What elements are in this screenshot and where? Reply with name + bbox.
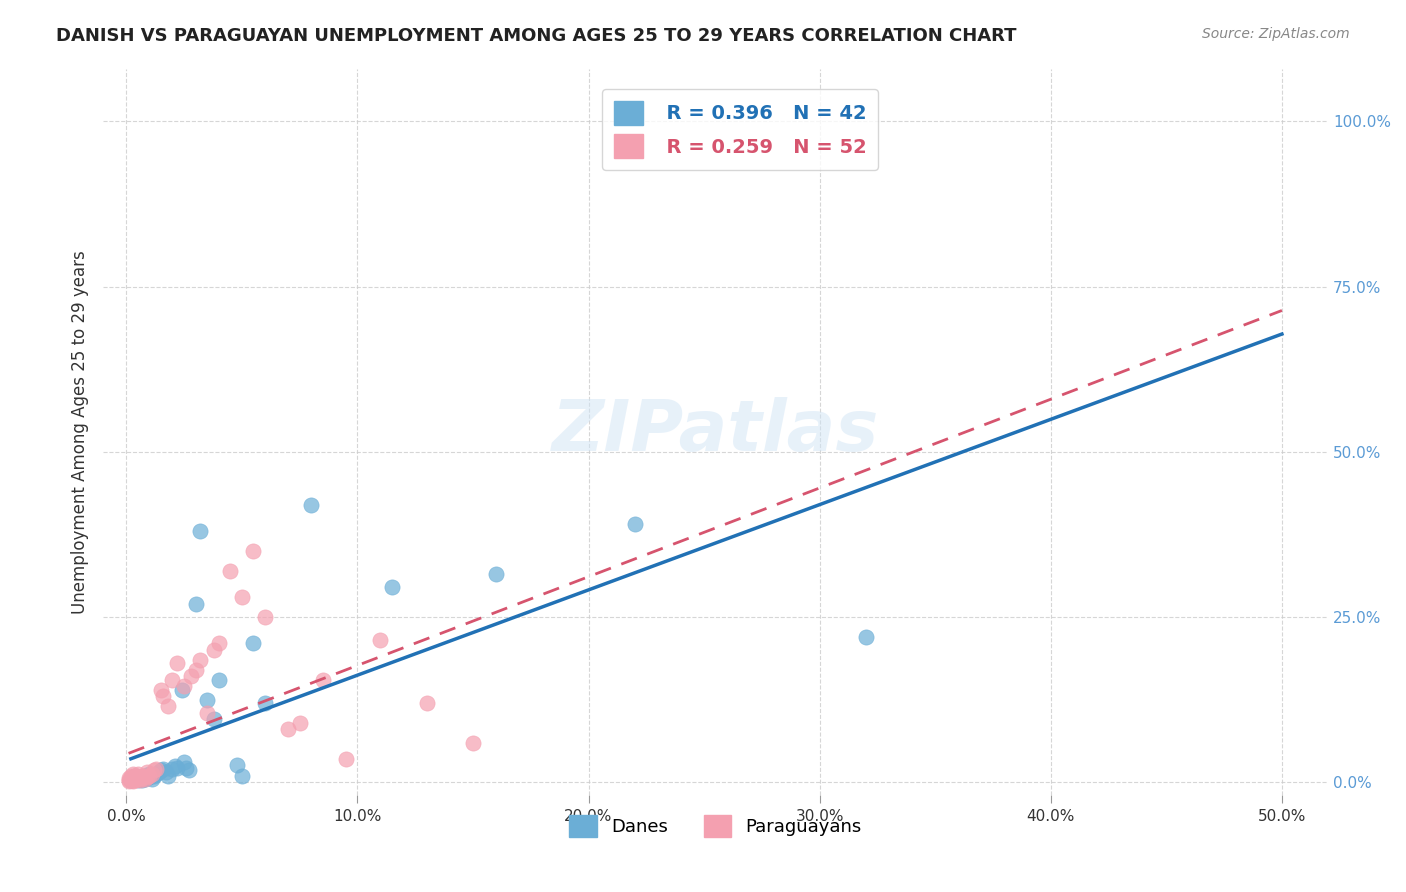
Point [136, 770, 159, 784]
Point [120, 773, 142, 788]
Point [117, 772, 139, 787]
Point [149, 764, 172, 778]
Point [166, 761, 188, 775]
Text: DANISH VS PARAGUAYAN UNEMPLOYMENT AMONG AGES 25 TO 29 YEARS CORRELATION CHART: DANISH VS PARAGUAYAN UNEMPLOYMENT AMONG … [56, 27, 1017, 45]
Point [299, 498, 322, 512]
Point [149, 682, 172, 697]
Point [208, 673, 231, 687]
Point [163, 758, 186, 772]
Point [134, 772, 156, 786]
Point [122, 772, 145, 787]
Point [117, 773, 139, 788]
Point [177, 764, 200, 778]
Point [127, 772, 149, 786]
Point [288, 715, 311, 730]
Point [208, 636, 231, 650]
Point [131, 771, 153, 785]
Text: ZIPatlas: ZIPatlas [553, 398, 879, 467]
Point [124, 768, 146, 782]
Point [277, 723, 299, 737]
Point [173, 679, 195, 693]
Point [335, 752, 357, 766]
Point [136, 765, 159, 780]
Point [127, 771, 149, 785]
Point [242, 544, 264, 558]
Point [134, 772, 156, 786]
Point [152, 690, 174, 704]
Point [145, 762, 167, 776]
Point [623, 517, 645, 532]
Point [131, 773, 153, 788]
Point [195, 692, 218, 706]
Point [242, 636, 264, 650]
Point [127, 770, 149, 784]
Point [120, 768, 142, 782]
Point [485, 567, 508, 582]
Y-axis label: Unemployment Among Ages 25 to 29 years: Unemployment Among Ages 25 to 29 years [72, 250, 89, 614]
Point [124, 773, 146, 788]
Text: Source: ZipAtlas.com: Source: ZipAtlas.com [1202, 27, 1350, 41]
Point [231, 590, 253, 604]
Point [202, 643, 225, 657]
Point [138, 770, 160, 784]
Point [127, 772, 149, 787]
Point [134, 768, 156, 782]
Point [156, 699, 179, 714]
Point [127, 767, 149, 781]
Point [202, 713, 225, 727]
Point [166, 657, 188, 671]
Point [122, 770, 145, 784]
Point [145, 767, 167, 781]
Legend: Danes, Paraguayans: Danes, Paraguayans [562, 808, 869, 845]
Point [156, 768, 179, 782]
Point [226, 758, 249, 772]
Point [141, 767, 163, 781]
Point [129, 772, 152, 787]
Point [152, 762, 174, 776]
Point [184, 663, 207, 677]
Point [312, 673, 335, 687]
Point [129, 770, 152, 784]
Point [170, 682, 193, 697]
Point [173, 756, 195, 770]
Point [231, 768, 253, 782]
Point [195, 706, 218, 720]
Point [143, 768, 166, 782]
Point [131, 769, 153, 783]
Point [120, 773, 142, 788]
Point [855, 630, 877, 644]
Point [124, 768, 146, 782]
Point [184, 597, 207, 611]
Point [120, 771, 142, 785]
Point [117, 771, 139, 785]
Point [129, 771, 152, 785]
Point [120, 772, 142, 786]
Point [219, 564, 242, 578]
Point [141, 772, 163, 786]
Point [122, 770, 145, 784]
Point [122, 773, 145, 788]
Point [180, 669, 202, 683]
Point [381, 580, 404, 594]
Point [188, 653, 211, 667]
Point [134, 768, 156, 782]
Point [370, 633, 392, 648]
Point [461, 735, 484, 749]
Point [143, 764, 166, 778]
Point [122, 767, 145, 781]
Point [188, 524, 211, 538]
Point [124, 771, 146, 785]
Point [122, 772, 145, 786]
Point [136, 771, 159, 785]
Point [138, 768, 160, 782]
Point [162, 673, 184, 687]
Point [253, 610, 276, 624]
Point [155, 765, 177, 780]
Point [138, 767, 160, 781]
Point [148, 765, 170, 780]
Point [253, 696, 276, 710]
Point [162, 762, 184, 776]
Point [176, 761, 198, 775]
Point [415, 696, 437, 710]
